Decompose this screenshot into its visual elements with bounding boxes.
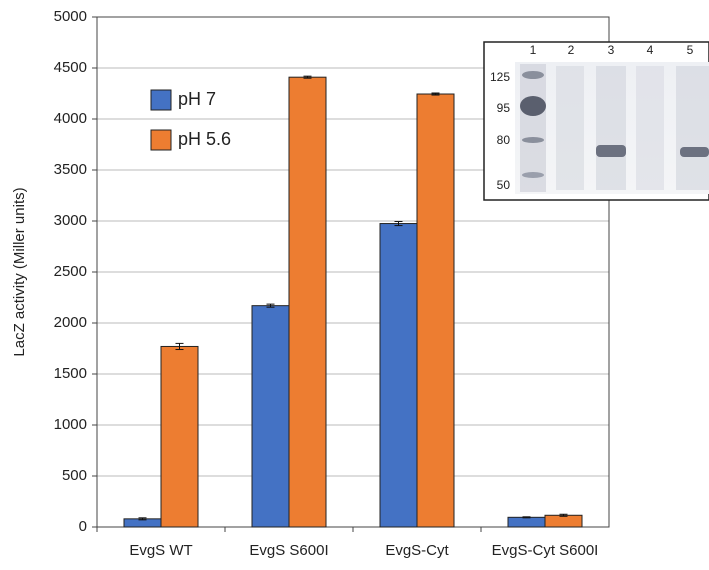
x-tick-label: EvgS-Cyt <box>385 542 449 559</box>
lane-label: 5 <box>687 43 694 57</box>
y-tick-label: 4000 <box>54 110 87 127</box>
legend-swatch <box>151 130 171 150</box>
gel-band <box>522 137 544 143</box>
bar <box>417 94 454 527</box>
legend-swatch <box>151 90 171 110</box>
x-tick-label: EvgS S600I <box>249 542 328 559</box>
gel-lane <box>676 66 709 190</box>
bar <box>508 517 545 527</box>
y-tick-label: 3000 <box>54 212 87 229</box>
y-tick-label: 2500 <box>54 263 87 280</box>
gel-band <box>522 71 544 79</box>
lane-label: 2 <box>568 43 575 57</box>
gel-lane <box>636 66 664 190</box>
gel-band <box>522 172 544 178</box>
y-tick-label: 3500 <box>54 161 87 178</box>
marker-label: 125 <box>490 70 510 84</box>
y-tick-label: 4500 <box>54 59 87 76</box>
x-tick-label: EvgS-Cyt S600I <box>492 542 599 559</box>
gel-band <box>596 145 626 157</box>
gel-band <box>680 147 709 157</box>
bar <box>545 515 582 527</box>
gel-inset: 1 2 3 4 5 125 95 80 50 <box>484 42 709 200</box>
page: {"chart_data": {"type": "bar", "y_label"… <box>0 0 709 565</box>
y-tick-label: 1500 <box>54 365 87 382</box>
bar <box>380 224 417 527</box>
legend-label: pH 7 <box>178 89 216 109</box>
legend-label: pH 5.6 <box>178 129 231 149</box>
marker-label: 95 <box>497 101 511 115</box>
bar <box>161 346 198 527</box>
bar <box>289 77 326 527</box>
x-tick-label: EvgS WT <box>129 542 192 559</box>
gel-lane <box>596 66 626 190</box>
y-tick-label: 5000 <box>54 8 87 25</box>
gel-lane <box>556 66 584 190</box>
chart: LacZ activity (Miller units) 05001000150… <box>0 0 709 565</box>
marker-label: 80 <box>497 133 511 147</box>
y-tick-label: 2000 <box>54 314 87 331</box>
y-axis-label: LacZ activity (Miller units) <box>11 187 28 356</box>
y-tick-label: 500 <box>62 467 87 484</box>
lane-label: 3 <box>608 43 615 57</box>
y-tick-label: 0 <box>79 518 87 535</box>
bar <box>252 306 289 527</box>
gel-band <box>520 96 546 116</box>
lane-label: 1 <box>530 43 537 57</box>
marker-label: 50 <box>497 178 511 192</box>
lane-label: 4 <box>647 43 654 57</box>
y-tick-label: 1000 <box>54 416 87 433</box>
